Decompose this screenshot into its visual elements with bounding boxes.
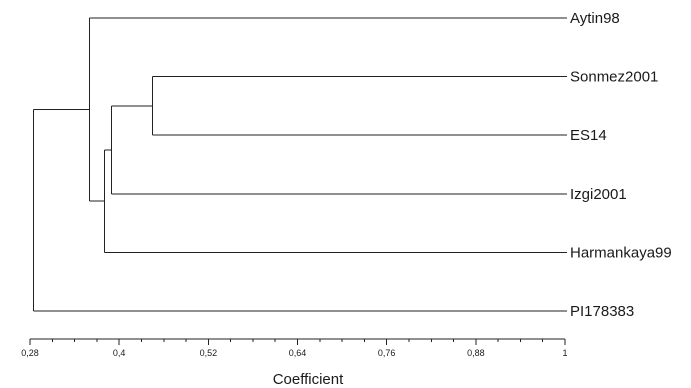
axis-title: Coefficient <box>273 371 344 388</box>
axis-tick-label: 0,76 <box>378 348 396 358</box>
dendrogram-branches <box>33 17 567 312</box>
leaf-label-harmankaya99: Harmankaya99 <box>570 244 672 261</box>
leaf-label-aytin98: Aytin98 <box>570 10 620 27</box>
leaf-label-pi178383: PI178383 <box>570 303 634 320</box>
axis-tick-label: 0,28 <box>21 348 39 358</box>
axis-tick-label: 0,88 <box>467 348 485 358</box>
axis-ticks: 0,28 0,4 0,52 0,64 0,76 0,88 1 <box>21 339 568 358</box>
coefficient-axis: 0,28 0,4 0,52 0,64 0,76 0,88 1 Coefficient <box>21 338 568 388</box>
leaf-labels: Aytin98 Sonmez2001 ES14 Izgi2001 Harmankaya9… <box>570 10 672 320</box>
leaf-label-es14: ES14 <box>570 127 607 144</box>
leaf-label-sonmez2001: Sonmez2001 <box>570 69 658 86</box>
axis-tick-label: 0,64 <box>289 348 307 358</box>
axis-tick-label: 0,4 <box>113 348 126 358</box>
axis-tick-label: 1 <box>562 348 567 358</box>
leaf-label-izgi2001: Izgi2001 <box>570 186 627 203</box>
axis-tick-label: 0,52 <box>200 348 218 358</box>
